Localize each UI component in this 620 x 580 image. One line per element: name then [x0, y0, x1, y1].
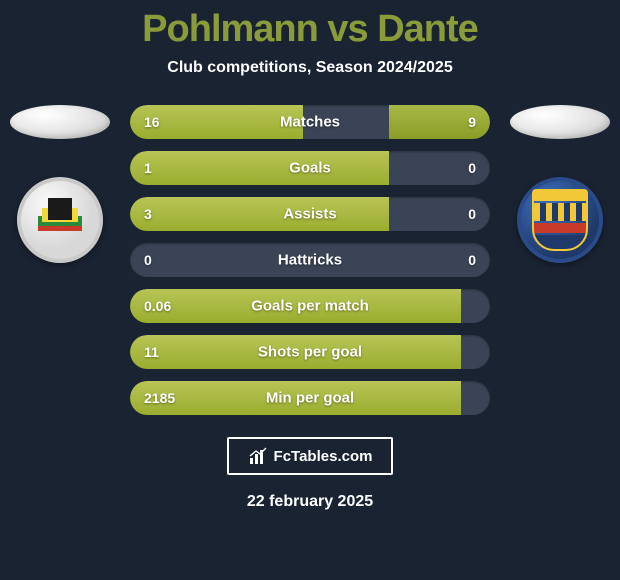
- footer-date: 22 february 2025: [0, 493, 620, 511]
- stat-bar-left: [130, 151, 389, 185]
- stats-list: Matches169Goals10Assists30Hattricks00Goa…: [130, 105, 490, 415]
- stat-label: Shots per goal: [258, 344, 362, 361]
- stat-label: Min per goal: [266, 390, 354, 407]
- stat-row: Min per goal 2185: [130, 381, 490, 415]
- club-badge-right: [517, 177, 603, 263]
- stat-label: Hattricks: [278, 252, 342, 269]
- stat-row: Goals per match 0.06: [130, 289, 490, 323]
- stat-value-left: 11: [144, 344, 159, 360]
- stat-value-left: 0.06: [144, 298, 171, 314]
- stat-value-right: 0: [468, 160, 476, 176]
- brand-badge: FcTables.com: [227, 437, 393, 475]
- club-badge-left: [17, 177, 103, 263]
- stat-value-left: 0: [144, 252, 152, 268]
- page-title: Pohlmann vs Dante: [0, 8, 620, 51]
- player-silhouette-icon: [10, 105, 110, 139]
- stat-row: Hattricks 0 0: [130, 243, 490, 277]
- stat-bar-left: [130, 197, 389, 231]
- comparison-area: Matches169Goals10Assists30Hattricks00Goa…: [0, 105, 620, 415]
- stat-value-right: 0: [468, 206, 476, 222]
- player-left: [10, 105, 110, 263]
- stat-value-left: 1: [144, 160, 152, 176]
- page-subtitle: Club competitions, Season 2024/2025: [0, 59, 620, 77]
- stat-row: Shots per goal 11: [130, 335, 490, 369]
- stat-value-right: 0: [468, 252, 476, 268]
- stat-value-left: 16: [144, 114, 160, 130]
- brand-chart-icon: [248, 446, 268, 466]
- brand-text: FcTables.com: [274, 448, 373, 465]
- stat-value-left: 2185: [144, 390, 175, 406]
- stat-row: Assists 3 0: [130, 197, 490, 231]
- player-silhouette-icon: [510, 105, 610, 139]
- stat-label: Matches: [280, 114, 340, 131]
- stat-value-right: 9: [468, 114, 476, 130]
- stat-value-left: 3: [144, 206, 152, 222]
- stat-label: Goals per match: [251, 298, 369, 315]
- stat-label: Goals: [289, 160, 331, 177]
- player-right: [510, 105, 610, 263]
- stat-label: Assists: [283, 206, 336, 223]
- stat-row: Goals 1 0: [130, 151, 490, 185]
- stat-row: Matches 16 9: [130, 105, 490, 139]
- header: Pohlmann vs Dante Club competitions, Sea…: [0, 0, 620, 77]
